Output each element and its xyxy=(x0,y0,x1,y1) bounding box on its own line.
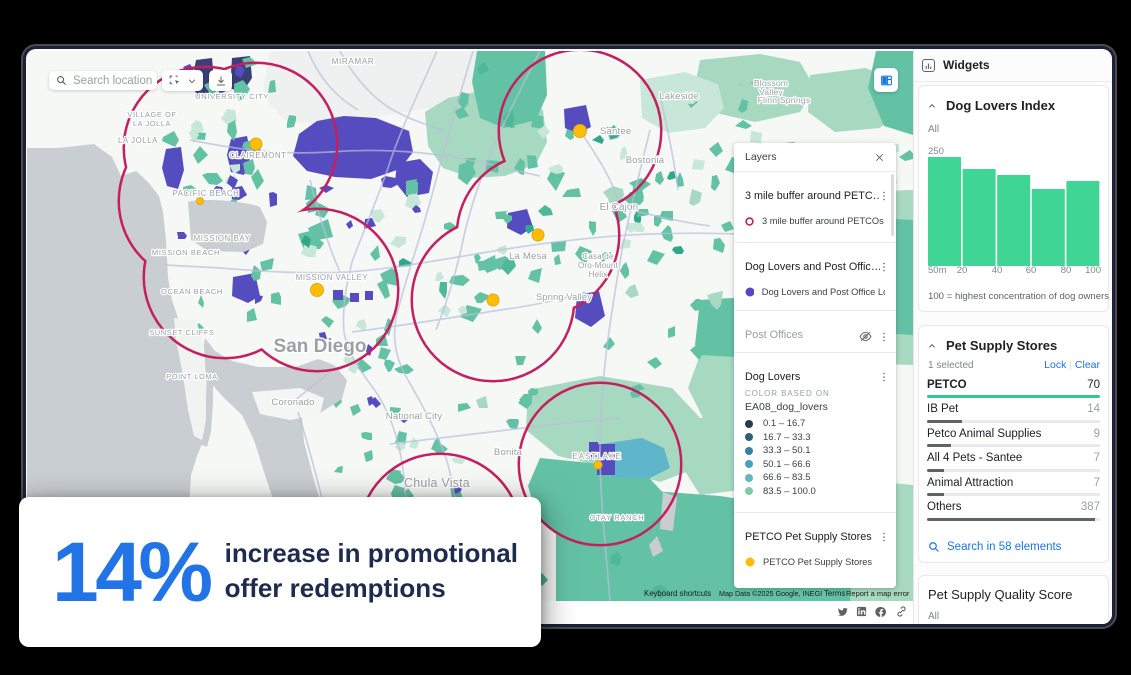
svg-text:250: 250 xyxy=(928,146,944,157)
svg-text:Oro-Mount: Oro-Mount xyxy=(578,261,619,270)
svg-text:Chula Vista: Chula Vista xyxy=(404,476,470,490)
svg-text:Bostonia: Bostonia xyxy=(626,155,665,166)
svg-text:VILLAGE OF: VILLAGE OF xyxy=(127,110,176,119)
svg-text:Valley: Valley xyxy=(759,87,783,97)
svg-text:UNIVERSITY CITY: UNIVERSITY CITY xyxy=(195,92,269,101)
svg-text:Santee: Santee xyxy=(600,126,631,137)
svg-text:EASTLAKE: EASTLAKE xyxy=(572,452,621,461)
svg-text:SUNSET CLIFFS: SUNSET CLIFFS xyxy=(149,328,214,337)
svg-text:Flinn Springs: Flinn Springs xyxy=(758,95,811,105)
svg-text:Helix: Helix xyxy=(589,270,608,279)
svg-text:Lakeside: Lakeside xyxy=(659,91,699,102)
svg-text:Keyboard shortcuts: Keyboard shortcuts xyxy=(644,589,711,598)
svg-text:100: 100 xyxy=(1085,265,1101,276)
svg-text:LA JOLLA: LA JOLLA xyxy=(133,119,171,128)
svg-text:MISSION BEACH: MISSION BEACH xyxy=(152,248,220,257)
svg-text:Coronado: Coronado xyxy=(271,397,314,408)
svg-text:MISSION VALLEY: MISSION VALLEY xyxy=(296,273,369,282)
svg-text:Map Data ©2025 Google, INEGI: Map Data ©2025 Google, INEGI xyxy=(719,589,822,598)
svg-text:El Cajon: El Cajon xyxy=(600,202,639,213)
svg-text:OCEAN BEACH: OCEAN BEACH xyxy=(161,287,223,296)
svg-text:PACIFIC BEACH: PACIFIC BEACH xyxy=(172,189,239,198)
svg-text:40: 40 xyxy=(992,265,1003,276)
svg-text:Terms: Terms xyxy=(824,589,845,598)
svg-text:MIRAMAR: MIRAMAR xyxy=(332,57,375,66)
svg-text:50m: 50m xyxy=(928,265,947,276)
svg-text:MISSION BAY: MISSION BAY xyxy=(194,234,251,243)
svg-text:POINT LOMA: POINT LOMA xyxy=(166,372,217,381)
svg-text:80: 80 xyxy=(1061,265,1072,276)
svg-text:La Mesa: La Mesa xyxy=(509,251,547,262)
svg-text:Casa de: Casa de xyxy=(582,252,614,261)
svg-text:LA JOLLA: LA JOLLA xyxy=(118,136,158,145)
svg-text:Report a map error: Report a map error xyxy=(846,589,910,598)
svg-text:Bonita: Bonita xyxy=(494,447,523,458)
svg-text:60: 60 xyxy=(1026,265,1037,276)
svg-text:20: 20 xyxy=(957,265,968,276)
svg-text:OTAY RANCH: OTAY RANCH xyxy=(590,513,645,522)
svg-text:Spring Valley: Spring Valley xyxy=(536,292,592,302)
svg-text:National City: National City xyxy=(386,411,443,422)
svg-text:San Diego: San Diego xyxy=(274,336,367,357)
svg-text:CLAIREMONT: CLAIREMONT xyxy=(229,151,286,160)
svg-text:Blossom: Blossom xyxy=(754,78,788,88)
